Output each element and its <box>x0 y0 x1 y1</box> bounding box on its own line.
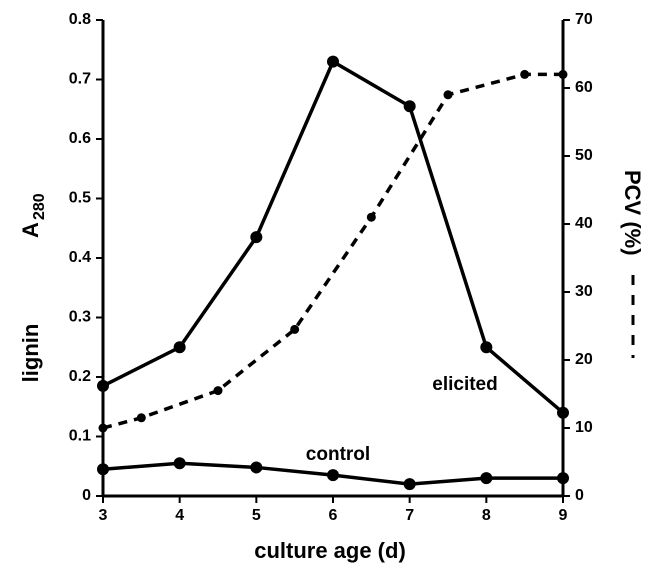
annotation: elicited <box>432 374 497 395</box>
y-tick-label: 0.4 <box>69 249 91 266</box>
x-axis-label: culture age (d) <box>254 538 406 563</box>
data-point <box>327 469 339 482</box>
data-point <box>173 457 186 470</box>
data-point <box>480 341 493 354</box>
data-point <box>213 386 223 396</box>
data-point <box>403 478 416 491</box>
x-tick-label: 4 <box>175 507 184 524</box>
data-point <box>173 341 186 354</box>
y2-tick-label: 50 <box>575 147 593 164</box>
y2-tick-label: 70 <box>575 11 593 28</box>
x-tick-label: 8 <box>482 507 491 524</box>
y-label-subscript: 280 <box>31 193 48 220</box>
y-tick-label: 0.1 <box>69 428 91 445</box>
x-tick-label: 3 <box>99 507 108 524</box>
data-point <box>98 423 108 433</box>
y-label-measure: A <box>18 222 43 238</box>
y-tick-label: 0.7 <box>69 71 91 88</box>
y2-axis-label: PCV (%) <box>620 170 645 358</box>
x-tick-label: 5 <box>252 507 261 524</box>
annotation: control <box>306 444 370 465</box>
series-line <box>102 72 563 430</box>
y-tick-label: 0.5 <box>69 190 91 207</box>
y2-tick-label: 10 <box>575 419 593 436</box>
y-tick-label: 0 <box>82 487 91 504</box>
y-tick-label: 0.8 <box>69 11 91 28</box>
data-point <box>403 100 416 113</box>
data-point <box>97 379 109 392</box>
y-axis-label: lignin A 280 <box>18 193 48 382</box>
y2-tick-label: 30 <box>575 283 593 300</box>
data-point <box>327 55 339 68</box>
data-point <box>97 463 109 476</box>
y2-label-text: PCV (%) <box>620 170 645 256</box>
y-tick-label: 0.6 <box>69 130 91 147</box>
data-point <box>136 413 146 423</box>
data-point <box>443 90 453 100</box>
data-point <box>520 69 530 79</box>
data-point <box>480 472 493 485</box>
y2-tick-label: 40 <box>575 215 593 232</box>
data-point <box>366 212 376 222</box>
data-point <box>290 324 300 334</box>
data-point <box>558 69 568 79</box>
x-tick-label: 9 <box>559 507 568 524</box>
y-tick-label: 0.2 <box>69 368 91 385</box>
data-point <box>557 406 569 419</box>
y-tick-label: 0.3 <box>69 309 91 326</box>
data-point <box>250 231 263 244</box>
y2-tick-label: 0 <box>575 487 584 504</box>
series-line <box>102 59 565 415</box>
y2-tick-label: 60 <box>575 79 593 96</box>
y2-tick-label: 20 <box>575 351 593 368</box>
x-tick-label: 6 <box>329 507 338 524</box>
x-tick-label: 7 <box>405 507 414 524</box>
data-point <box>557 472 569 485</box>
y-label-text: lignin <box>18 324 43 383</box>
data-point <box>250 461 263 474</box>
